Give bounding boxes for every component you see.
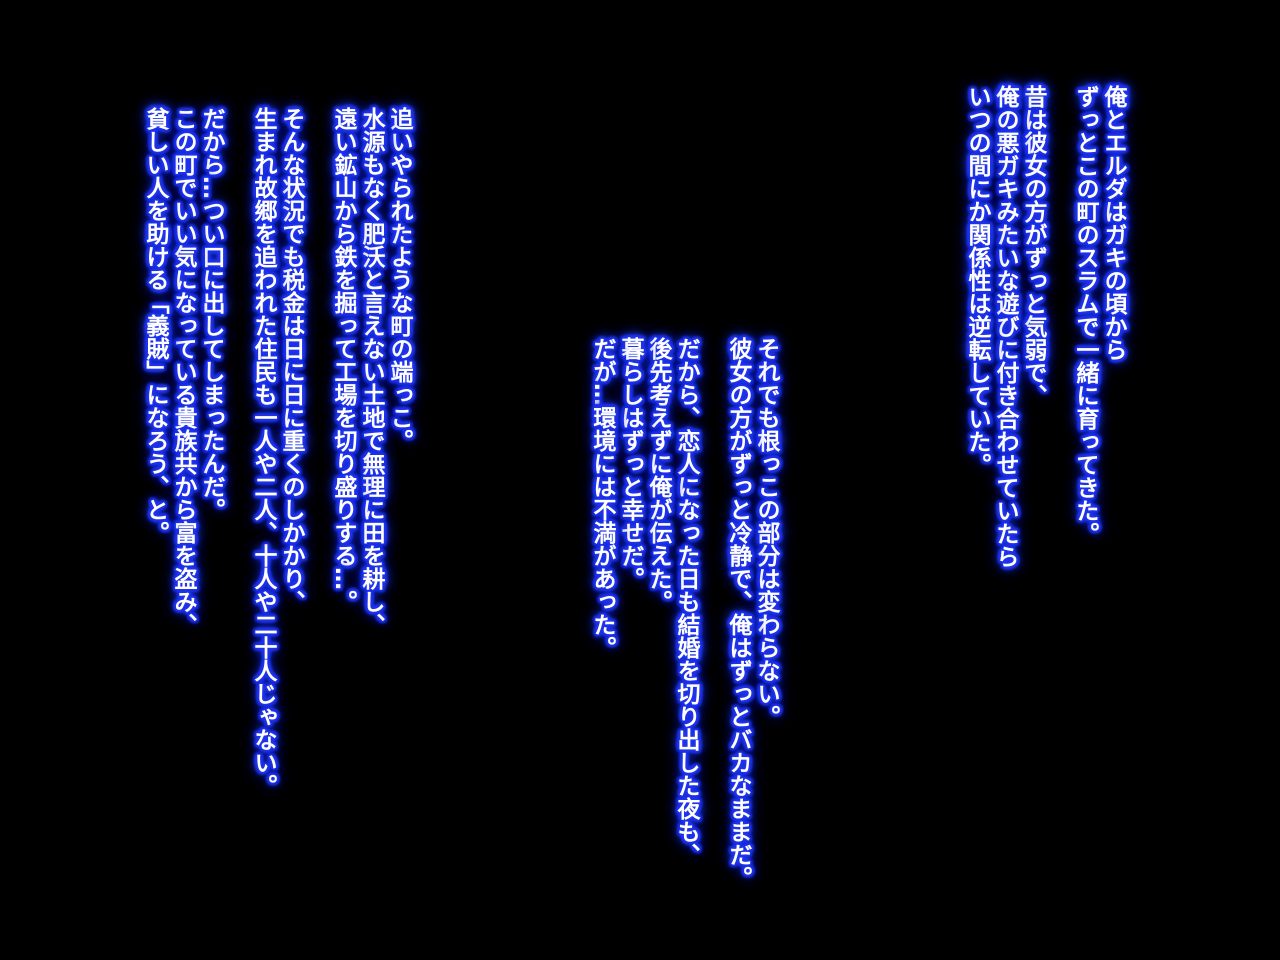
story-line: 暮らしはずっと幸せだ。	[617, 337, 643, 590]
story-line: 遠い鉱山から鉄を掘って工場を切り盛りする…。	[330, 107, 356, 613]
story-line: ずっとこの町のスラムで一緒に育ってきた。	[1072, 85, 1098, 545]
story-block-childhood: 俺とエルダはガキの頃から ずっとこの町のスラムで一緒に育ってきた。 昔は彼女の方…	[963, 85, 1127, 568]
story-paragraph: 昔は彼女の方がずっと気弱で、 俺の悪ガキみたいな遊びに付き合わせていたら いつの…	[963, 85, 1047, 568]
story-paragraph: 俺とエルダはガキの頃から ずっとこの町のスラムで一緒に育ってきた。	[1071, 85, 1127, 568]
story-block-town: 追いやられたような町の端っこ。 水源もなく肥沃と言えない土地で無理に田を耕し、 …	[141, 107, 413, 797]
story-line: 水源もなく肥沃と言えない土地で無理に田を耕し、	[358, 107, 384, 636]
story-paragraph: それでも根っこの部分は変わらない。 彼女の方がずっと冷静で、俺はずっとバカなまま…	[724, 337, 780, 889]
story-paragraph: そんな状況でも税金は日に日に重くのしかかり、 生まれ故郷を追われた住民も一人や二…	[249, 107, 305, 797]
story-line: いつの間にか関係性は逆転していた。	[964, 85, 990, 476]
story-paragraph: だから、恋人になった日も結婚を切り出した夜も、 後先考えずに俺が伝えた。 暮らし…	[588, 337, 700, 889]
story-line: 俺とエルダはガキの頃から	[1100, 85, 1126, 361]
story-line: 俺の悪ガキみたいな遊びに付き合わせていたら	[992, 85, 1018, 568]
story-line: 生まれ故郷を追われた住民も一人や二人、十人や二十人じゃない。	[250, 107, 276, 797]
story-line: そんな状況でも税金は日に日に重くのしかかり、	[278, 107, 304, 613]
story-line: それでも根っこの部分は変わらない。	[753, 337, 779, 728]
story-line: だから…つい口に出してしまったんだ。	[198, 107, 224, 521]
story-paragraph: 追いやられたような町の端っこ。 水源もなく肥沃と言えない土地で無理に田を耕し、 …	[329, 107, 413, 797]
story-line: 後先考えずに俺が伝えた。	[645, 337, 671, 613]
story-line: 昔は彼女の方がずっと気弱で、	[1020, 85, 1046, 407]
story-paragraph: だから…つい口に出してしまったんだ。 この町でいい気になっている貴族共から富を盗…	[141, 107, 225, 797]
story-line: 追いやられたような町の端っこ。	[386, 107, 412, 452]
story-line: 貧しい人を助ける「義賊」になろう、と。	[142, 107, 168, 544]
story-line: だが…環境には不満があった。	[589, 337, 615, 659]
story-line: この町でいい気になっている貴族共から富を盗み、	[170, 107, 196, 636]
story-line: だから、恋人になった日も結婚を切り出した夜も、	[673, 337, 699, 866]
story-line: 彼女の方がずっと冷静で、俺はずっとバカなままだ。	[725, 337, 751, 889]
story-block-relationship: それでも根っこの部分は変わらない。 彼女の方がずっと冷静で、俺はずっとバカなまま…	[588, 337, 780, 889]
